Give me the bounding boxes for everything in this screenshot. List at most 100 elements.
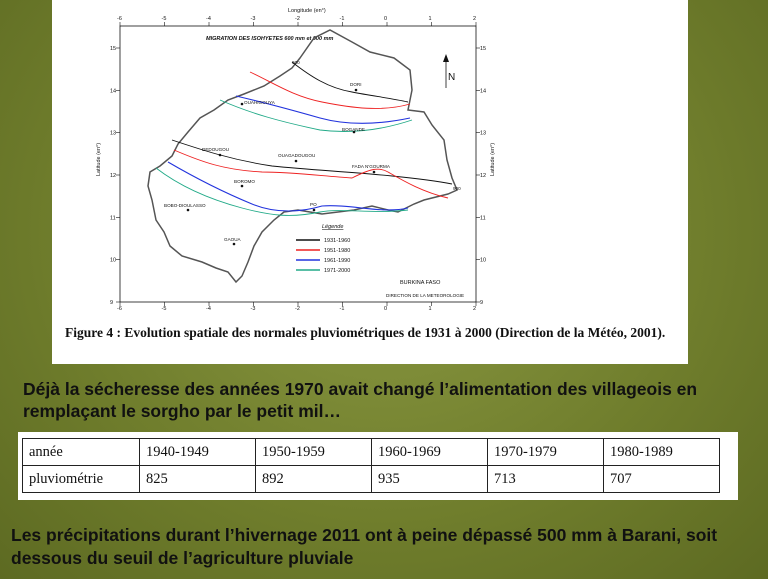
period-cell: 1960-1969 (371, 438, 488, 466)
source-label: DIRECTION DE LA METEOROLOGIE (386, 293, 464, 298)
north-label: N (448, 72, 455, 83)
isohyet-900-1951-1980 (173, 149, 449, 199)
tick-label: -1 (340, 306, 345, 312)
isohyet-600-1931-1960 (291, 61, 409, 103)
isohyet-label-900: 900 (453, 186, 461, 191)
period-cell: 1950-1959 (255, 438, 372, 466)
tick-label: 0 (384, 16, 387, 22)
value-cell: 713 (487, 465, 604, 493)
city-bobo-dioulasso: BOBO-DIOULASSO (164, 203, 206, 212)
tick-label: 14 (110, 88, 116, 94)
isohyet-600-1971-2000 (219, 99, 413, 132)
svg-text:DORI: DORI (350, 82, 361, 87)
tick-label: 11 (110, 215, 116, 221)
svg-text:FADA N'GOURMA: FADA N'GOURMA (352, 164, 391, 169)
tick-label: -6 (117, 306, 122, 312)
tick-label: -6 (117, 16, 122, 22)
svg-text:OUAHIGOUYA: OUAHIGOUYA (244, 100, 276, 105)
tick-label: 2 (473, 306, 476, 312)
tick-label: 12 (480, 173, 486, 179)
tick-label: 9 (110, 300, 113, 306)
svg-text:OUAGADOUGOU: OUAGADOUGOU (278, 153, 315, 158)
tick-label: 15 (480, 46, 486, 52)
tick-label: -4 (206, 16, 211, 22)
figure-card: Longitude (en°) -6 -5 -4 -3 -2 -1 0 1 2 -6 -5 -4 -3… (52, 0, 688, 364)
value-cell: 707 (603, 465, 720, 493)
longitude-axis-label: Longitude (en°) (288, 8, 326, 14)
isohyet-900-1931-1960 (171, 139, 453, 185)
isohyet-900-1961-1990 (167, 161, 409, 212)
city-ouahigouya: OUAHIGOUYA (240, 100, 276, 106)
paragraph-hivernage-2011: Les précipitations durant l’hivernage 20… (11, 525, 718, 568)
tick-label: 12 (110, 173, 116, 179)
svg-text:GAOUA: GAOUA (224, 237, 242, 242)
table-row: pluviométrie 825 892 935 713 707 (22, 465, 720, 493)
legend: 1931-1960 1951-1980 1961-1990 1971-2000 (296, 238, 350, 274)
value-cell: 825 (139, 465, 256, 493)
paragraph-secheresse: Déjà la sécheresse des années 1970 avait… (23, 379, 698, 421)
tick-label: 13 (480, 131, 486, 137)
row-header-annee: année (22, 438, 140, 466)
isohyet-map: Longitude (en°) -6 -5 -4 -3 -2 -1 0 1 2 -6 -5 -4 -3… (96, 8, 496, 312)
tick-label: 9 (480, 300, 483, 306)
tick-label: 1 (429, 306, 432, 312)
svg-text:BOBO-DIOULASSO: BOBO-DIOULASSO (164, 203, 206, 208)
latitude-ticks-right: 15 14 13 12 11 10 9 (476, 46, 486, 306)
tick-label: -2 (295, 306, 300, 312)
tick-label: 13 (110, 131, 116, 137)
isohyet-label-600: 600 (292, 60, 300, 65)
latitude-axis-label-left: Latitude (en°) (96, 143, 102, 176)
longitude-ticks-top: -6 -5 -4 -3 -2 -1 0 1 2 (117, 16, 477, 26)
value-cell: 892 (255, 465, 372, 493)
city-gaoua: GAOUA (224, 237, 242, 246)
country-label: BURKINA FASO (400, 280, 441, 286)
city-boromo: BOROMO (234, 179, 255, 188)
legend-label: 1931-1960 (324, 238, 350, 244)
tick-label: -2 (295, 16, 300, 22)
table-row: année 1940-1949 1950-1959 1960-1969 1970… (22, 438, 720, 466)
legend-label: 1961-1990 (324, 258, 350, 264)
map-title: MIGRATION DES ISOHYETES 600 mm et 900 mm (206, 36, 333, 42)
legend-label: 1971-2000 (324, 268, 350, 274)
longitude-ticks-bottom: -6 -5 -4 -3 -2 -1 0 1 2 (117, 302, 477, 312)
tick-label: -3 (251, 16, 256, 22)
tick-label: -5 (162, 16, 167, 22)
city-po: PO (310, 202, 317, 212)
rainfall-table-card: année 1940-1949 1950-1959 1960-1969 1970… (18, 432, 738, 500)
tick-label: 11 (480, 215, 486, 221)
svg-text:DEDOUGOU: DEDOUGOU (202, 147, 229, 152)
city-ouagadougou: OUAGADOUGOU (278, 153, 315, 163)
tick-label: 10 (480, 258, 486, 264)
tick-label: 2 (473, 16, 476, 22)
tick-label: 15 (110, 46, 116, 52)
legend-title: Légende (322, 224, 343, 230)
rainfall-table: année 1940-1949 1950-1959 1960-1969 1970… (22, 438, 720, 493)
city-bogande: BOGANDE (342, 127, 365, 134)
period-cell: 1940-1949 (139, 438, 256, 466)
latitude-ticks-left: 15 14 13 12 11 10 9 (110, 46, 120, 306)
city-dedougou: DEDOUGOU (202, 147, 229, 157)
tick-label: -3 (251, 306, 256, 312)
tick-label: 14 (480, 88, 486, 94)
tick-label: 1 (429, 16, 432, 22)
svg-text:BOGANDE: BOGANDE (342, 127, 365, 132)
tick-label: 0 (384, 306, 387, 312)
period-cell: 1980-1989 (603, 438, 720, 466)
figure-caption: Figure 4 : Evolution spatiale des normal… (65, 325, 666, 340)
value-cell: 935 (371, 465, 488, 493)
city-fada-ngourma: FADA N'GOURMA (352, 164, 391, 174)
legend-label: 1951-1980 (324, 248, 350, 254)
isohyet-600-1961-1990 (235, 95, 411, 124)
city-dori: DORI (350, 82, 361, 92)
tick-label: -5 (162, 306, 167, 312)
north-arrow-icon: N (443, 54, 455, 88)
svg-text:PO: PO (310, 202, 317, 207)
latitude-axis-label-right: Latitude (en°) (490, 143, 496, 176)
isohyet-900-1971-2000 (155, 167, 409, 216)
svg-text:BOROMO: BOROMO (234, 179, 255, 184)
period-cell: 1970-1979 (487, 438, 604, 466)
tick-label: -4 (206, 306, 211, 312)
tick-label: -1 (340, 16, 345, 22)
country-outline (147, 29, 458, 284)
row-header-pluviometrie: pluviométrie (22, 465, 140, 493)
